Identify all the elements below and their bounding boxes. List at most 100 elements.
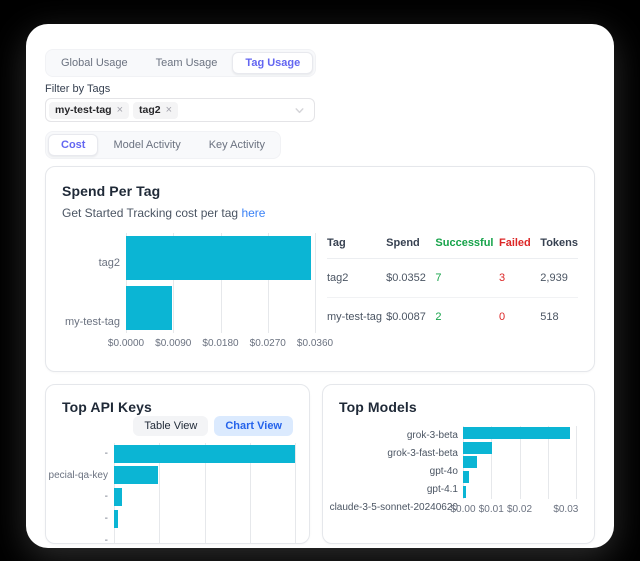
category-label: claude-3-5-sonnet-20240620 bbox=[329, 502, 458, 514]
bar bbox=[114, 444, 295, 463]
tab-tag-usage[interactable]: Tag Usage bbox=[232, 52, 314, 74]
bar-rows bbox=[463, 426, 576, 499]
col-header-tag: Tag bbox=[327, 233, 387, 259]
bar-rows bbox=[114, 443, 295, 543]
plot bbox=[126, 233, 316, 333]
cell-spend: $0.0352 bbox=[386, 258, 436, 298]
bar bbox=[463, 456, 478, 469]
bar bbox=[463, 471, 470, 484]
top-models-title: Top Models bbox=[339, 399, 417, 415]
tag-chip-tag2: tag2 × bbox=[133, 101, 179, 119]
tag-chip-label: tag2 bbox=[139, 103, 161, 116]
gridline bbox=[159, 443, 161, 543]
gridline bbox=[295, 443, 296, 543]
cell-tag: my-test-tag bbox=[327, 311, 383, 323]
cell-failed: 0 bbox=[498, 311, 506, 323]
category-label: grok-3-beta bbox=[406, 429, 458, 441]
spend-per-tag-chart: tag2 my-test-tag $0.0000 $0.0090 $0.0180 $0.0… bbox=[62, 233, 333, 351]
x-tick-label: $0.0270 bbox=[249, 338, 286, 349]
here-link[interactable]: here bbox=[241, 206, 266, 220]
tag-chip-my-test-tag: my-test-tag × bbox=[49, 101, 130, 119]
top-api-keys-chart: - pecial-qa-key - - - bbox=[49, 443, 296, 544]
bar-row bbox=[114, 465, 295, 487]
x-tick-label: $0.0360 bbox=[296, 338, 334, 349]
usage-dashboard-panel: Global Usage Team Usage Tag Usage Filter… bbox=[26, 24, 614, 548]
bar bbox=[114, 509, 119, 528]
bar-rows bbox=[126, 233, 315, 333]
y-axis-labels: - pecial-qa-key - - - bbox=[49, 443, 114, 544]
bar bbox=[463, 485, 466, 498]
x-tick-label: $0.01 bbox=[478, 504, 504, 515]
plot-area bbox=[114, 443, 296, 543]
x-tick-label: $0.02 bbox=[506, 504, 533, 515]
bar bbox=[126, 236, 311, 280]
y-axis-labels: grok-3-beta grok-3-fast-beta gpt-4o gpt-4.1… bbox=[329, 426, 463, 517]
top-api-keys-title: Top API Keys bbox=[62, 399, 152, 415]
gridline bbox=[547, 426, 549, 499]
category-label: - bbox=[104, 534, 108, 544]
x-tick-label: $0.00 bbox=[450, 504, 476, 515]
col-header-tokens: Tokens bbox=[540, 233, 578, 259]
table-header-row: Tag Spend Successful Failed Tokens bbox=[327, 233, 578, 259]
bar-row bbox=[126, 233, 315, 283]
bar-row bbox=[114, 508, 295, 530]
chevron-down-icon[interactable] bbox=[294, 105, 305, 116]
bottom-cards-row: Top API Keys Table View Chart View - peci… bbox=[45, 384, 595, 544]
bar bbox=[463, 427, 570, 440]
remove-tag-icon[interactable]: × bbox=[165, 103, 173, 116]
bar-row bbox=[463, 455, 576, 470]
spend-per-tag-subtitle: Get Started Tracking cost per tag here bbox=[62, 206, 578, 220]
usage-scope-tabs: Global Usage Team Usage Tag Usage bbox=[45, 49, 317, 77]
bar bbox=[114, 466, 159, 485]
table-view-button[interactable]: Table View bbox=[133, 416, 209, 436]
gridline bbox=[173, 233, 175, 333]
x-tick-label: $0.0180 bbox=[202, 338, 239, 349]
col-header-spend: Spend bbox=[386, 233, 436, 259]
x-tick-label: $0.0090 bbox=[155, 338, 192, 349]
filter-by-tags-label: Filter by Tags bbox=[45, 83, 111, 95]
cell-failed: 3 bbox=[498, 258, 541, 298]
gridline bbox=[315, 233, 316, 333]
bar bbox=[463, 441, 492, 454]
gridline bbox=[491, 426, 493, 499]
tab-global-usage[interactable]: Global Usage bbox=[61, 57, 128, 69]
gridline bbox=[220, 233, 222, 333]
cell-successful: 7 bbox=[435, 258, 499, 298]
x-tick-label: $0.0000 bbox=[107, 338, 145, 349]
top-models-card: Top Models grok-3-beta grok-3-fast-beta gp… bbox=[322, 384, 595, 544]
spend-per-tag-body: tag2 my-test-tag $0.0000 $0.0090 $0.0180 $0.0… bbox=[62, 233, 578, 351]
gridline bbox=[249, 443, 251, 543]
x-tick-label: $0.03 bbox=[553, 504, 579, 515]
plot-area: $0.00 $0.01 $0.02 $0.03 bbox=[450, 426, 579, 517]
tab-cost[interactable]: Cost bbox=[48, 134, 99, 156]
bar-row bbox=[463, 470, 576, 485]
tab-model-activity[interactable]: Model Activity bbox=[113, 139, 181, 151]
bar-row bbox=[463, 484, 576, 499]
plot bbox=[463, 426, 577, 499]
view-toggle: Table View Chart View bbox=[62, 416, 293, 436]
category-label: gpt-4o bbox=[429, 466, 458, 477]
tab-key-activity[interactable]: Key Activity bbox=[208, 139, 265, 151]
bar-row bbox=[463, 441, 576, 456]
gridline bbox=[576, 426, 577, 499]
gridline bbox=[204, 443, 206, 543]
bar bbox=[114, 487, 123, 506]
y-axis-labels: tag2 my-test-tag bbox=[62, 233, 126, 351]
cell-tokens: 2,939 bbox=[540, 258, 578, 298]
tags-multiselect[interactable]: my-test-tag × tag2 × bbox=[45, 98, 315, 122]
bar bbox=[126, 286, 172, 330]
gridline bbox=[519, 426, 521, 499]
bar-row bbox=[114, 529, 295, 543]
top-api-keys-card: Top API Keys Table View Chart View - peci… bbox=[45, 384, 310, 544]
remove-tag-icon[interactable]: × bbox=[116, 103, 124, 116]
top-models-chart: grok-3-beta grok-3-fast-beta gpt-4o gpt-4.1… bbox=[329, 426, 579, 517]
tab-team-usage[interactable]: Team Usage bbox=[155, 57, 218, 69]
spend-per-tag-title: Spend Per Tag bbox=[62, 183, 161, 199]
gridline bbox=[126, 233, 127, 333]
bar-row bbox=[463, 426, 576, 441]
chart-view-button[interactable]: Chart View bbox=[214, 416, 293, 436]
plot bbox=[114, 443, 296, 543]
gridline bbox=[267, 233, 269, 333]
category-label: gpt-4.1 bbox=[426, 484, 458, 496]
tag-chip-label: my-test-tag bbox=[55, 103, 112, 116]
